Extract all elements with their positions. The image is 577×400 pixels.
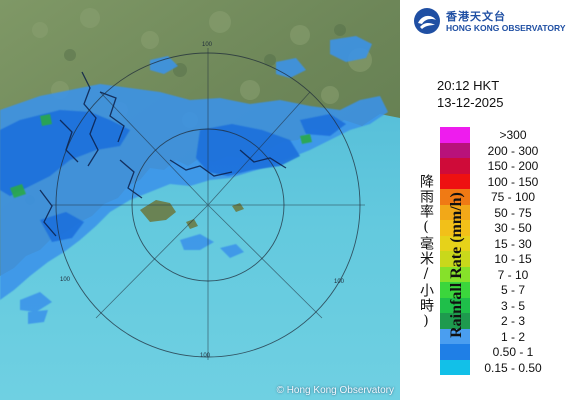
legend-item: 15 - 30	[440, 235, 560, 251]
legend-swatch	[440, 282, 470, 298]
legend-item: 1 - 2	[440, 328, 560, 344]
legend-axis-label-cn: 降雨率(毫米/小時)	[418, 174, 434, 330]
radar-map-canvas: 100 100 100 100	[0, 0, 400, 400]
legend-label: 0.50 - 1	[492, 345, 534, 359]
legend-label: 5 - 7	[500, 283, 525, 297]
legend-swatch	[440, 158, 470, 174]
observation-time: 20:12 HKT	[437, 78, 500, 93]
legend-swatch	[440, 251, 470, 267]
rain-echo-green	[10, 114, 312, 198]
legend-label: 100 - 150	[487, 174, 539, 189]
legend-item: 3 - 5	[440, 297, 560, 313]
legend-swatch	[440, 344, 470, 360]
legend-swatch	[440, 297, 470, 313]
legend-swatch	[440, 220, 470, 236]
range-label-left: 100	[60, 277, 71, 283]
legend-swatch	[440, 127, 470, 143]
side-panel: 香港天文台 HONG KONG OBSERVATORY 20:12 HKT 13…	[400, 0, 577, 400]
hko-logo-icon	[414, 8, 440, 34]
legend-swatch	[440, 359, 470, 375]
legend-item: 5 - 7	[440, 282, 560, 298]
legend-item: >300	[440, 127, 560, 143]
legend-swatch	[440, 235, 470, 251]
legend-label: 7 - 10	[497, 267, 529, 282]
legend-swatch	[440, 266, 470, 282]
legend-item: 75 - 100	[440, 189, 560, 205]
legend-label: 0.15 - 0.50	[484, 360, 542, 375]
legend-label: >300	[499, 128, 527, 142]
legend-swatch	[440, 173, 470, 189]
legend-item: 150 - 200	[440, 158, 560, 174]
range-label-right: 100	[334, 279, 345, 285]
legend-item: 200 - 300	[440, 142, 560, 158]
legend-item: 50 - 75	[440, 204, 560, 220]
logo[interactable]: 香港天文台 HONG KONG OBSERVATORY	[412, 6, 572, 38]
boundary-lines	[39, 71, 287, 237]
legend-item: 0.15 - 0.50	[440, 359, 560, 375]
organization-name-cn: 香港天文台	[446, 10, 506, 23]
legend-item: 0.50 - 1	[440, 344, 560, 360]
legend-label: 50 - 75	[494, 205, 532, 220]
observation-date: 13-12-2025	[437, 95, 504, 110]
legend-swatch	[440, 142, 470, 158]
legend-label: 3 - 5	[500, 298, 525, 313]
lantau-island	[140, 200, 176, 222]
legend-swatch	[440, 204, 470, 220]
range-spokes	[52, 48, 365, 360]
legend-item: 100 - 150	[440, 173, 560, 189]
legend-label: 200 - 300	[487, 143, 539, 158]
range-label-bottom: 100	[200, 353, 211, 359]
legend-item: 30 - 50	[440, 220, 560, 236]
copyright-text: © Hong Kong Observatory	[276, 385, 394, 396]
legend-swatch	[440, 328, 470, 344]
legend-axis-label-en: Rainfall Rate (mm/h)	[448, 192, 465, 338]
radar-map[interactable]: 100 100 100 100 © Hong Kong Observatory	[0, 0, 400, 400]
legend-swatch	[440, 189, 470, 205]
small-island	[186, 219, 198, 229]
legend-label: 10 - 15	[494, 252, 532, 266]
legend-label: 30 - 50	[494, 221, 532, 235]
legend-swatch	[440, 313, 470, 329]
legend-label: 150 - 200	[487, 159, 539, 173]
legend-label: 2 - 3	[500, 314, 525, 328]
legend-label: 15 - 30	[494, 236, 532, 251]
legend-item: 2 - 3	[440, 313, 560, 329]
legend-label: 75 - 100	[490, 190, 536, 204]
organization-name-en: HONG KONG OBSERVATORY	[446, 23, 566, 33]
rainfall-legend: >300 200 - 300 150 - 200 100 - 150 75 - 100 5…	[440, 127, 560, 375]
range-label-top: 100	[202, 42, 213, 48]
legend-label: 1 - 2	[500, 329, 525, 344]
legend-item: 10 - 15	[440, 251, 560, 267]
legend-item: 7 - 10	[440, 266, 560, 282]
